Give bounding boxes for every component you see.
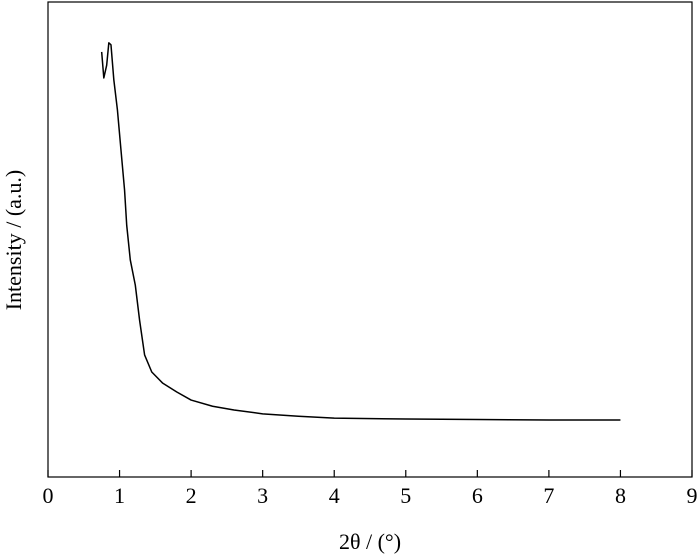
x-axis-label: 2θ / (°) [339, 529, 401, 554]
x-tick-label: 3 [257, 483, 268, 508]
x-tick-label: 0 [43, 483, 54, 508]
x-tick-label: 1 [114, 483, 125, 508]
x-tick-label: 4 [329, 483, 340, 508]
x-tick-label: 5 [400, 483, 411, 508]
x-tick-label: 6 [472, 483, 483, 508]
plot-frame [47, 1, 693, 478]
x-tick-label: 8 [615, 483, 626, 508]
y-axis-label: Intensity / (a.u.) [1, 170, 26, 311]
x-tick-label: 9 [687, 483, 698, 508]
x-tick-label: 7 [543, 483, 554, 508]
x-tick-label: 2 [186, 483, 197, 508]
data-line [100, 42, 621, 421]
